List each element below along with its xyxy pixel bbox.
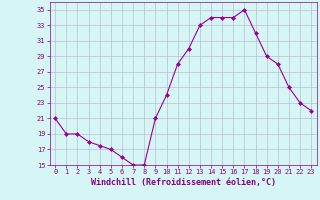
X-axis label: Windchill (Refroidissement éolien,°C): Windchill (Refroidissement éolien,°C) — [91, 178, 276, 187]
